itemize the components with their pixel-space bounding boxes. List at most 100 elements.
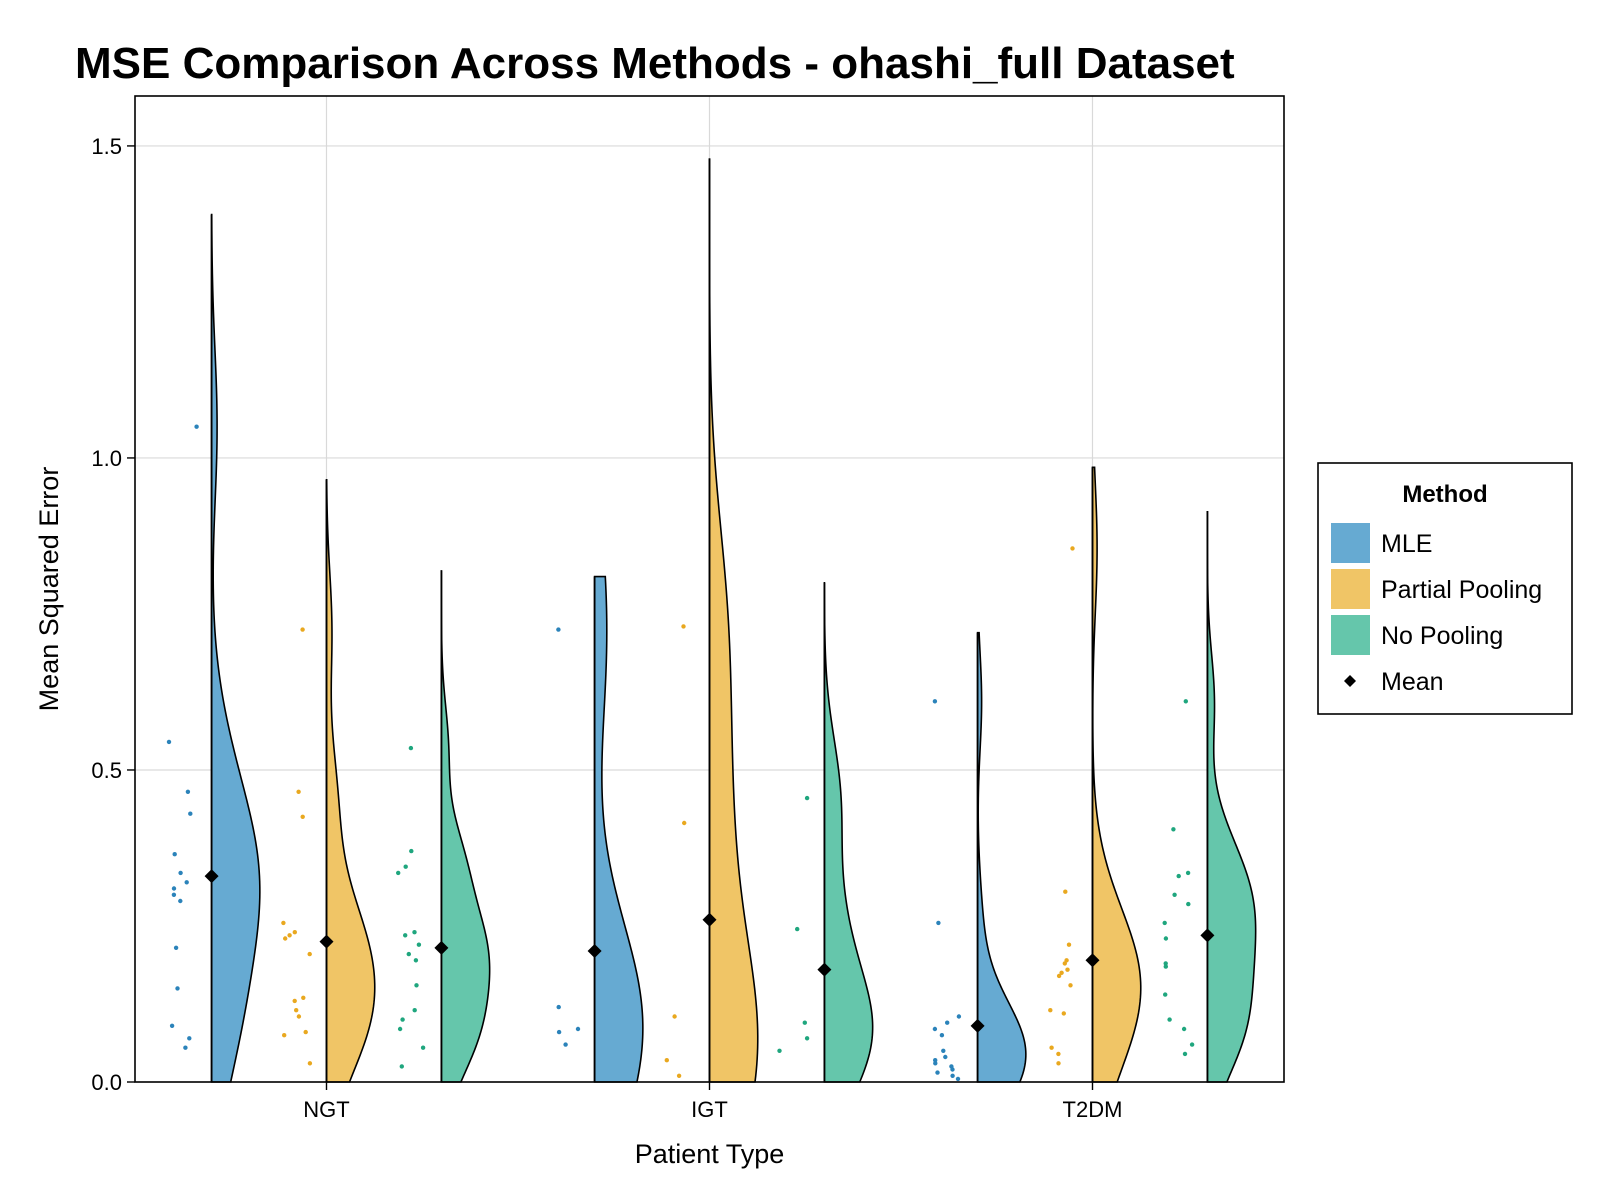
mean-marker: [702, 912, 717, 927]
data-point: [1167, 1017, 1172, 1022]
data-points: [166, 424, 1195, 1082]
data-point: [932, 699, 938, 704]
violins: [210, 158, 1257, 1083]
mean-marker: [204, 869, 219, 884]
data-point: [1048, 1008, 1053, 1013]
data-point: [556, 627, 561, 632]
data-point: [1056, 1051, 1061, 1057]
data-point: [1068, 983, 1073, 988]
data-point: [296, 789, 301, 794]
data-point: [307, 951, 312, 957]
data-point: [950, 1067, 955, 1072]
violin-t2dm: [976, 631, 1027, 1083]
violin-igt: [593, 575, 644, 1083]
data-point: [795, 926, 800, 932]
data-point: [1065, 967, 1070, 972]
data-point: [943, 1054, 948, 1060]
data-point: [936, 920, 941, 926]
data-point: [1162, 920, 1167, 926]
data-point: [935, 1070, 940, 1075]
data-point: [933, 1058, 938, 1063]
y-tick-label: 0.5: [91, 758, 122, 783]
data-point: [804, 795, 810, 801]
data-point: [1185, 870, 1191, 876]
data-point: [1066, 942, 1072, 947]
data-point: [1049, 1045, 1054, 1050]
data-point: [1176, 873, 1181, 879]
data-point: [1163, 964, 1169, 969]
data-point: [403, 864, 408, 869]
data-point: [681, 624, 686, 629]
violin-t2dm: [1091, 466, 1142, 1083]
data-point: [412, 930, 417, 935]
data-point: [307, 1061, 313, 1066]
legend-label: Mean: [1381, 668, 1444, 696]
data-point: [171, 892, 177, 897]
data-point: [664, 1058, 669, 1063]
data-point: [184, 880, 189, 885]
data-point: [396, 870, 401, 876]
data-point: [194, 424, 199, 429]
data-point: [956, 1014, 962, 1019]
legend-title: Method: [1402, 481, 1487, 508]
data-point: [301, 995, 306, 1000]
data-point: [292, 930, 297, 935]
x-tick-label: NGT: [303, 1097, 349, 1122]
data-point: [408, 745, 414, 751]
legend-label: Partial Pooling: [1381, 576, 1542, 604]
data-point: [804, 1036, 810, 1041]
violin-t2dm: [1206, 510, 1257, 1083]
data-point: [950, 1073, 955, 1079]
data-point: [777, 1048, 782, 1054]
data-point: [955, 1076, 961, 1082]
x-tick-label: T2DM: [1063, 1097, 1123, 1122]
data-point: [303, 1029, 308, 1035]
data-point: [178, 870, 183, 876]
data-point: [1183, 699, 1189, 704]
violin-ngt: [210, 213, 261, 1083]
data-point: [556, 1004, 561, 1010]
mean-marker: [817, 962, 832, 977]
mean-marker: [1085, 953, 1100, 968]
data-point: [676, 1073, 682, 1079]
y-tick-label: 1.0: [91, 446, 122, 471]
data-point: [1171, 827, 1176, 832]
data-point: [403, 933, 408, 938]
violin-ngt: [440, 570, 491, 1083]
data-point: [941, 1048, 946, 1054]
data-point: [281, 920, 286, 926]
violin-igt: [823, 581, 874, 1083]
data-point: [1062, 961, 1068, 966]
data-point: [282, 1033, 287, 1038]
legend-mean-marker: [1344, 675, 1356, 687]
data-point: [188, 811, 193, 816]
data-point: [1063, 889, 1068, 894]
data-point: [400, 1017, 405, 1022]
y-tick-label: 0.0: [91, 1070, 122, 1095]
data-point: [413, 958, 419, 963]
data-point: [1163, 936, 1169, 941]
x-axis-label: Patient Type: [635, 1139, 785, 1169]
legend-swatch: [1331, 615, 1370, 655]
legend-entries: MLE Partial Pooling No Pooling Mean: [1331, 523, 1542, 696]
mean-marker: [1200, 928, 1215, 943]
data-point: [563, 1042, 568, 1047]
data-point: [1061, 1011, 1067, 1016]
data-point: [1181, 1026, 1187, 1032]
mean-marker: [434, 940, 449, 955]
data-point: [414, 983, 419, 988]
data-point: [300, 627, 305, 632]
axis-ticks: 0.0 0.5 1.0 1.5 NGT IGT T2DM: [91, 134, 1122, 1122]
legend-swatch: [1331, 569, 1370, 609]
data-point: [939, 1033, 945, 1038]
data-point: [169, 1023, 175, 1028]
data-point: [300, 814, 305, 819]
x-tick-label: IGT: [691, 1097, 728, 1122]
data-point: [1182, 1051, 1188, 1057]
data-point: [172, 852, 177, 857]
data-point: [412, 1008, 417, 1013]
data-point: [682, 820, 687, 826]
data-point: [945, 1020, 950, 1025]
legend-label: MLE: [1381, 530, 1432, 558]
